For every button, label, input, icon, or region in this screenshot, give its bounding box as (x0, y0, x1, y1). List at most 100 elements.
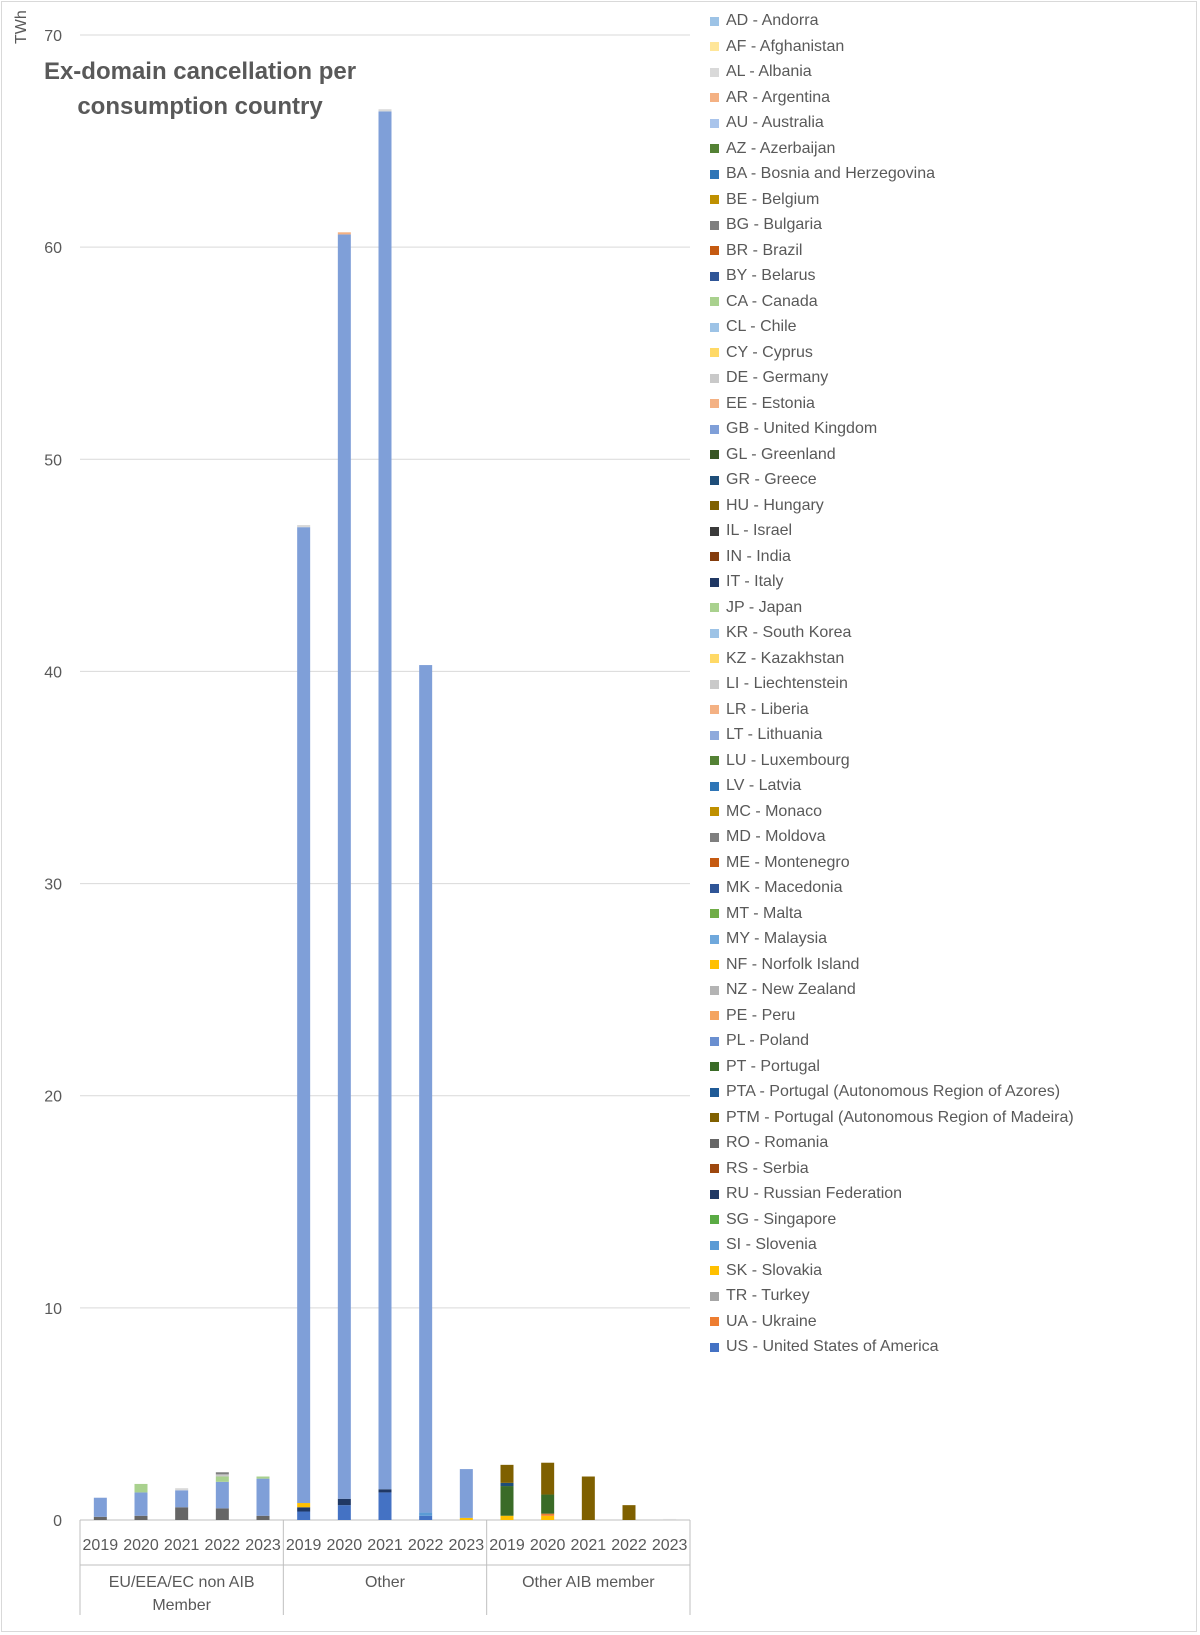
legend-label: PTM - Portugal (Autonomous Region of Mad… (726, 1108, 1074, 1126)
legend-item-gb: GB - United Kingdom (710, 419, 877, 439)
bar-stack (663, 1518, 677, 1520)
legend-label: PTA - Portugal (Autonomous Region of Azo… (726, 1083, 1061, 1100)
legend-label: BR - Brazil (726, 241, 803, 259)
legend-item-kr: KR - South Korea (710, 623, 851, 643)
x-tick-label: 2019 (286, 1537, 322, 1554)
legend-swatch (710, 1215, 719, 1224)
legend-item-us: US - United States of America (710, 1337, 939, 1357)
legend-item-sk: SK - Slovakia (710, 1261, 822, 1281)
legend-item-bg: BG - Bulgaria (710, 215, 822, 235)
bar-segment-al (297, 525, 311, 528)
bar-segment-ua (541, 1513, 555, 1516)
legend-label: GL - Greenland (726, 445, 836, 463)
bar-segment-gr (500, 1482, 514, 1487)
x-tick-label: 2022 (611, 1537, 647, 1554)
legend-item-jp: JP - Japan (710, 598, 802, 618)
legend-swatch (710, 858, 719, 867)
legend-label: IT - Italy (726, 573, 784, 590)
x-tick-label: 2022 (205, 1537, 241, 1554)
bar-segment-hu (541, 1462, 555, 1495)
legend-label: GR - Greece (726, 471, 817, 488)
legend-swatch (710, 552, 719, 561)
legend-swatch (710, 1113, 719, 1122)
y-tick-label: 10 (44, 1301, 62, 1318)
bar-stack (175, 1488, 189, 1520)
legend-swatch (710, 16, 719, 26)
legend-label: BA - Bosnia and Herzegovina (726, 165, 936, 182)
bar-segment-gb (215, 1481, 229, 1509)
legend-swatch (710, 67, 719, 77)
x-group-label: Other (365, 1574, 406, 1591)
legend-swatch (710, 756, 719, 765)
bar-segment-ro (134, 1515, 148, 1520)
legend-swatch (710, 577, 719, 587)
legend-swatch (710, 1036, 719, 1046)
bar-segment-al (663, 1518, 677, 1520)
bar-segment-sk (459, 1517, 473, 1520)
legend-swatch (710, 909, 719, 918)
legend-swatch (710, 1342, 719, 1352)
legend-swatch (710, 781, 719, 791)
bar-stack (378, 109, 392, 1520)
legend-swatch (710, 960, 719, 969)
legend-item-cy: CY - Cyprus (710, 343, 813, 363)
legend-label: MK - Macedonia (726, 879, 843, 896)
legend-item-rs: RS - Serbia (710, 1159, 809, 1179)
legend-swatch (710, 679, 719, 689)
legend-item-ua: UA - Ukraine (710, 1312, 817, 1332)
bar-segment-pt (500, 1486, 514, 1516)
bar-stack (581, 1476, 595, 1520)
legend-item-lt: LT - Lithuania (710, 725, 822, 745)
legend-swatch (710, 1240, 719, 1250)
legend-label: PT - Portugal (726, 1057, 820, 1075)
x-tick-label: 2021 (164, 1537, 200, 1554)
bar-segment-al (378, 109, 392, 112)
bar-segment-sk (500, 1515, 514, 1520)
legend-swatch (710, 195, 719, 204)
bar-segment-hu (622, 1505, 636, 1520)
y-tick-label: 60 (44, 240, 62, 257)
legend-swatch (710, 373, 719, 383)
legend-swatch (710, 1189, 719, 1199)
x-tick-label: 2020 (123, 1537, 159, 1554)
legend-swatch (710, 271, 719, 281)
bar-segment-gb (256, 1478, 270, 1516)
legend-item-mc: MC - Monaco (710, 802, 822, 822)
x-tick-label: 2023 (449, 1537, 485, 1554)
legend-item-gr: GR - Greece (710, 470, 817, 490)
bar-segment-sk (297, 1503, 311, 1508)
legend-item-pe: PE - Peru (710, 1006, 795, 1026)
chart-title: Ex-domain cancellation per consumption c… (43, 58, 357, 120)
y-tick-label: 50 (44, 452, 62, 469)
legend-label: AL - Albania (726, 63, 812, 80)
x-tick-label: 2023 (652, 1537, 688, 1554)
legend-swatch (710, 501, 719, 510)
legend-item-md: MD - Moldova (710, 827, 826, 847)
legend-label: CL - Chile (726, 318, 797, 335)
legend-swatch (710, 322, 719, 332)
legend-swatch (710, 1011, 719, 1020)
bar-segment-gb (175, 1490, 189, 1508)
x-tick-label: 2023 (245, 1537, 281, 1554)
legend-swatch (710, 1266, 719, 1275)
bar-segment-gb (337, 234, 351, 1499)
bar-segment-it (378, 1489, 392, 1493)
legend-item-kz: KZ - Kazakhstan (710, 649, 844, 669)
bar-stack (93, 1497, 107, 1520)
legend-label: RU - Russian Federation (726, 1185, 903, 1202)
legend-swatch (710, 118, 719, 128)
legend-item-in: IN - India (710, 547, 791, 567)
bar-segment-us (337, 1505, 351, 1520)
legend-item-af: AF - Afghanistan (710, 37, 844, 57)
bar-stack (256, 1476, 270, 1520)
legend-item-pta: PTA - Portugal (Autonomous Region of Azo… (710, 1082, 1060, 1102)
legend-swatch (710, 42, 719, 51)
legend-item-ad: AD - Andorra (710, 11, 818, 31)
bar-stack (134, 1483, 148, 1520)
y-tick-label: 0 (53, 1513, 62, 1530)
x-tick-label: 2021 (367, 1537, 403, 1554)
bar-stack (622, 1505, 636, 1520)
legend-swatch (710, 399, 719, 408)
y-tick-label: 20 (44, 1089, 62, 1106)
legend-label: LR - Liberia (726, 700, 809, 718)
